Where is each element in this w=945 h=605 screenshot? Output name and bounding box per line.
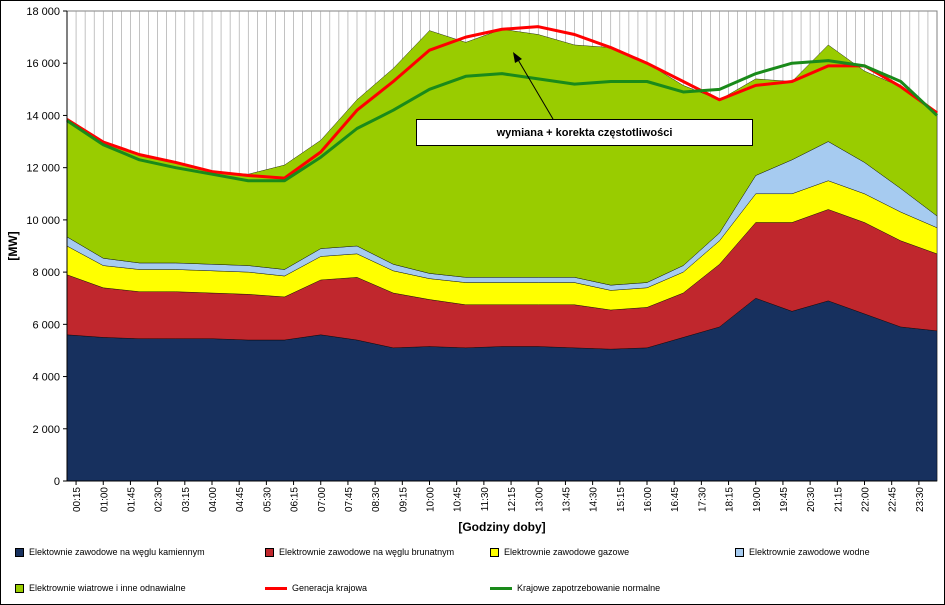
x-tick-label: 19:45 <box>779 487 790 512</box>
legend-label-gas: Elektrownie zawodowe gazowe <box>504 547 630 557</box>
x-tick-label: 22:45 <box>888 487 899 512</box>
legend-label-lignite: Elektrownie zawodowe na węglu brunatnym <box>279 547 455 557</box>
annotation-arrow <box>516 57 554 120</box>
y-tick-label: 8 000 <box>32 267 60 279</box>
y-tick-label: 2 000 <box>32 424 60 436</box>
x-tick-label: 22:00 <box>861 487 872 512</box>
x-tick-label: 03:15 <box>181 487 192 512</box>
legend-label-generation: Generacja krajowa <box>292 583 368 593</box>
x-tick-label: 20:30 <box>806 487 817 512</box>
x-tick-label: 05:30 <box>262 487 273 512</box>
legend-swatch-coal <box>15 547 24 557</box>
x-tick-label: 12:15 <box>507 487 518 512</box>
legend-swatch-gas <box>490 547 499 557</box>
y-tick-label: 4 000 <box>32 372 60 384</box>
legend-item-gas: Elektrownie zawodowe gazowe <box>490 547 629 557</box>
annotation-text: wymiana + korekta częstotliwości <box>496 126 673 139</box>
legend-swatch-hydro <box>735 547 744 557</box>
x-tick-label: 23:30 <box>915 487 926 512</box>
x-tick-label: 10:45 <box>453 487 464 512</box>
x-tick-label: 04:00 <box>208 487 219 512</box>
legend-item-generation: Generacja krajowa <box>265 583 367 593</box>
x-tick-label: 17:30 <box>697 487 708 512</box>
line-series-1 <box>66 59 939 183</box>
legend-line-demand <box>490 586 512 590</box>
legend-label-demand: Krajowe zapotrzebowanie normalne <box>517 583 661 593</box>
x-tick-label: 19:00 <box>752 487 763 512</box>
x-tick-label: 02:30 <box>154 487 165 512</box>
x-tick-label: 21:15 <box>833 487 844 512</box>
legend-item-demand: Krajowe zapotrzebowanie normalne <box>490 583 660 593</box>
legend-swatch-wind <box>15 583 24 593</box>
y-tick-label: 0 <box>54 476 60 488</box>
legend-item-coal: Elektownie zawodowe na węglu kamiennym <box>15 547 205 557</box>
legend-label-coal: Elektownie zawodowe na węglu kamiennym <box>29 547 205 557</box>
annotation-arrowhead <box>513 52 522 63</box>
x-tick-label: 06:15 <box>290 487 301 512</box>
chart-canvas: 0 2 000 4 000 6 000 8 000 10 000 12 000 14 000 1… <box>6 6 939 534</box>
legend-item-hydro: Elektrownie zawodowe wodne <box>735 547 870 557</box>
x-tick-label: 13:00 <box>534 487 545 512</box>
legend-label-wind: Elektrownie wiatrowe i inne odnawialne <box>29 583 186 593</box>
y-tick-label: 12 000 <box>26 163 60 175</box>
legend: Elektownie zawodowe na węglu kamiennym E… <box>15 543 935 603</box>
area-series-4 <box>66 29 938 286</box>
y-tick-label: 16 000 <box>26 58 60 70</box>
line-series-0 <box>66 25 938 180</box>
x-tick-label: 07:45 <box>344 487 355 512</box>
x-tick-label: 14:30 <box>589 487 600 512</box>
x-tick-label: 16:00 <box>643 487 654 512</box>
x-tick-label: 13:45 <box>561 487 572 512</box>
y-tick-label: 14 000 <box>26 110 60 122</box>
x-tick-label: 16:45 <box>670 487 681 512</box>
x-tick-label: 00:15 <box>72 487 83 512</box>
legend-swatch-lignite <box>265 547 274 557</box>
annotation-box: wymiana + korekta częstotliwości <box>416 119 753 146</box>
x-tick-label: 09:15 <box>398 487 409 512</box>
legend-item-wind: Elektrownie wiatrowe i inne odnawialne <box>15 583 186 593</box>
x-tick-label: 08:30 <box>371 487 382 512</box>
x-tick-label: 15:15 <box>616 487 627 512</box>
y-axis-title: [MW] <box>6 231 20 260</box>
legend-label-hydro: Elektrownie zawodowe wodne <box>749 547 870 557</box>
x-tick-label: 11:30 <box>480 487 491 512</box>
x-tick-label: 01:45 <box>126 487 137 512</box>
legend-item-lignite: Elektrownie zawodowe na węglu brunatnym <box>265 547 454 557</box>
x-tick-label: 01:00 <box>99 487 110 512</box>
legend-line-generation <box>265 586 287 590</box>
x-tick-label: 18:15 <box>725 487 736 512</box>
x-axis-title: [Godziny doby] <box>458 520 545 534</box>
y-tick-label: 6 000 <box>32 319 60 331</box>
x-tick-label: 04:45 <box>235 487 246 512</box>
x-tick-label: 07:00 <box>317 487 328 512</box>
x-tick-label: 10:00 <box>426 487 437 512</box>
y-tick-label: 10 000 <box>26 215 60 227</box>
y-tick-label: 18 000 <box>26 6 60 18</box>
